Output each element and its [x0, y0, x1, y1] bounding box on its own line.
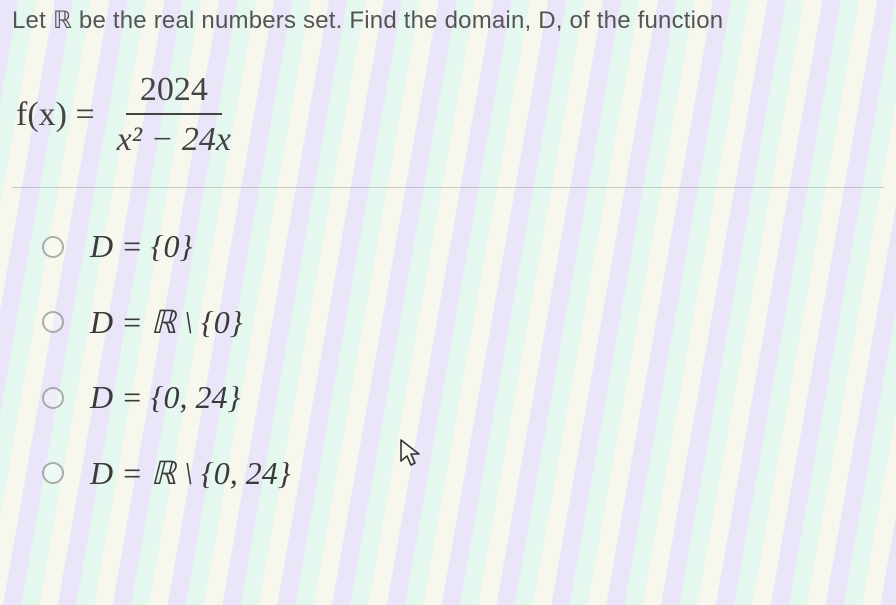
prompt-pre: Let — [12, 7, 53, 34]
radio-icon[interactable] — [42, 236, 64, 258]
option-d[interactable]: D = ℝ \ {0, 24} — [42, 454, 884, 492]
option-b[interactable]: D = ℝ \ {0} — [42, 303, 884, 341]
option-a[interactable]: D = {0} — [42, 228, 884, 265]
option-label: D = {0, 24} — [90, 379, 240, 416]
section-divider — [12, 187, 884, 188]
radio-icon[interactable] — [42, 387, 64, 409]
radio-icon[interactable] — [42, 311, 64, 333]
question-block: Let ℝ be the real numbers set. Find the … — [0, 0, 896, 542]
numerator: 2024 — [126, 71, 222, 115]
option-label: D = ℝ \ {0} — [90, 303, 243, 341]
cursor-icon — [398, 438, 426, 468]
question-prompt: Let ℝ be the real numbers set. Find the … — [12, 6, 884, 35]
radio-icon[interactable] — [42, 462, 64, 484]
option-c[interactable]: D = {0, 24} — [42, 379, 884, 416]
denominator: x² − 24x — [111, 115, 237, 159]
option-label: D = ℝ \ {0, 24} — [90, 454, 291, 492]
option-label: D = {0} — [90, 228, 192, 265]
prompt-post: be the real numbers set. Find the domain… — [72, 7, 723, 34]
formula-lhs: f(x) = — [16, 96, 95, 134]
real-symbol: ℝ — [53, 8, 72, 34]
answer-options: D = {0} D = ℝ \ {0} D = {0, 24} D = ℝ \ … — [12, 228, 884, 492]
function-formula: f(x) = 2024 x² − 24x — [16, 71, 884, 159]
fraction: 2024 x² − 24x — [111, 71, 237, 159]
